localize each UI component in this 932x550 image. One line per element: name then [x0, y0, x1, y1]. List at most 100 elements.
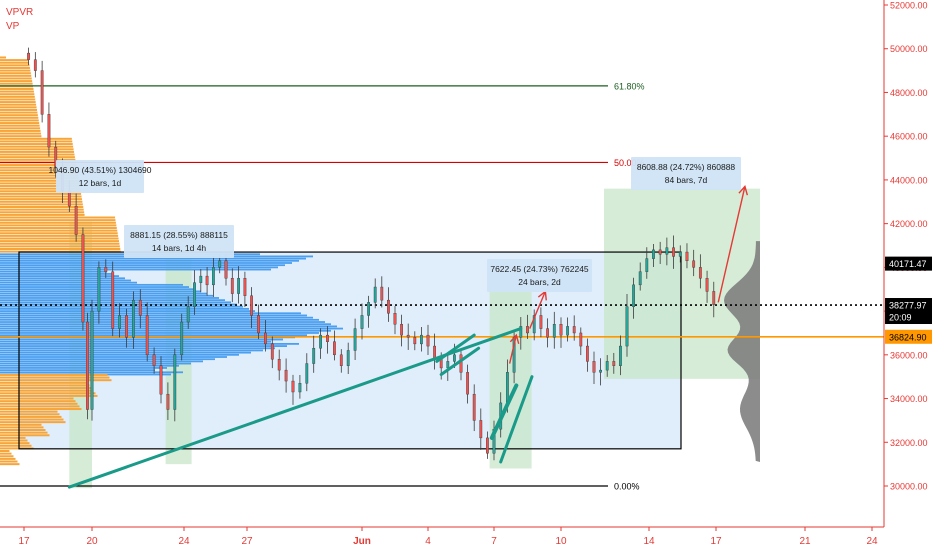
- candle[interactable]: [326, 334, 329, 342]
- candle[interactable]: [420, 334, 423, 345]
- candle[interactable]: [413, 337, 417, 345]
- candle[interactable]: [393, 313, 397, 325]
- candle[interactable]: [586, 345, 589, 362]
- candle[interactable]: [264, 332, 267, 345]
- candle[interactable]: [619, 345, 622, 366]
- candle[interactable]: [173, 354, 177, 410]
- candle[interactable]: [284, 369, 288, 382]
- candle[interactable]: [298, 383, 302, 393]
- candle[interactable]: [152, 354, 156, 366]
- candle[interactable]: [380, 286, 384, 301]
- candle[interactable]: [692, 260, 696, 268]
- measure-label[interactable]: 7622.45 (24.73%) 762245 24 bars, 2d: [487, 259, 592, 292]
- candle[interactable]: [257, 315, 260, 334]
- candle[interactable]: [466, 372, 469, 395]
- candle[interactable]: [353, 328, 357, 351]
- candle[interactable]: [373, 286, 377, 303]
- candle[interactable]: [678, 251, 682, 257]
- trendline[interactable]: [435, 333, 476, 363]
- trendline[interactable]: [489, 383, 519, 440]
- candle[interactable]: [406, 334, 410, 338]
- candle[interactable]: [47, 114, 51, 148]
- candle[interactable]: [546, 328, 550, 338]
- candle[interactable]: [277, 358, 281, 371]
- candle[interactable]: [180, 321, 184, 356]
- candle[interactable]: [612, 361, 616, 366]
- candle[interactable]: [131, 299, 135, 338]
- candle[interactable]: [218, 260, 222, 268]
- candle[interactable]: [658, 249, 662, 255]
- candle[interactable]: [605, 361, 609, 371]
- candle[interactable]: [665, 247, 669, 255]
- candle[interactable]: [205, 275, 209, 286]
- candle[interactable]: [685, 251, 689, 262]
- candle[interactable]: [243, 278, 247, 296]
- candle[interactable]: [166, 393, 170, 410]
- candle[interactable]: [579, 332, 583, 347]
- candle[interactable]: [33, 59, 37, 71]
- projection-arrow[interactable]: [529, 291, 547, 329]
- candle[interactable]: [86, 321, 89, 410]
- candle[interactable]: [305, 363, 309, 384]
- candle[interactable]: [270, 343, 274, 360]
- candle[interactable]: [339, 354, 343, 366]
- candle[interactable]: [211, 267, 215, 286]
- candle[interactable]: [705, 278, 709, 292]
- candle[interactable]: [230, 278, 234, 294]
- measure-label[interactable]: 8881.15 (28.55%) 888115 14 bars, 1d 4h: [124, 225, 234, 258]
- candle[interactable]: [199, 275, 203, 283]
- candle[interactable]: [592, 361, 596, 373]
- candle[interactable]: [250, 295, 253, 316]
- candle[interactable]: [367, 302, 370, 316]
- measure-label[interactable]: 1046.90 (43.51%) 1304690 12 bars, 1d: [48, 160, 152, 193]
- measure-zone-3[interactable]: [489, 289, 532, 469]
- candle[interactable]: [67, 190, 71, 207]
- candle[interactable]: [291, 380, 295, 393]
- candle[interactable]: [645, 258, 649, 272]
- candle[interactable]: [111, 271, 115, 329]
- candle[interactable]: [125, 315, 128, 338]
- projection-arrow[interactable]: [717, 186, 746, 303]
- candle[interactable]: [159, 365, 163, 395]
- candle[interactable]: [486, 437, 489, 454]
- candle[interactable]: [346, 350, 350, 366]
- candle[interactable]: [145, 315, 149, 356]
- candle[interactable]: [632, 284, 636, 307]
- trendline[interactable]: [439, 346, 481, 376]
- candle[interactable]: [519, 326, 523, 338]
- candle[interactable]: [552, 324, 556, 338]
- candle[interactable]: [638, 271, 642, 286]
- candle[interactable]: [81, 234, 85, 323]
- candle[interactable]: [319, 334, 322, 349]
- candle[interactable]: [599, 369, 603, 373]
- candle[interactable]: [186, 306, 190, 323]
- measure-label[interactable]: 8608.88 (24.72%) 860888 84 bars, 7d: [631, 157, 741, 190]
- candle[interactable]: [559, 324, 563, 336]
- candle[interactable]: [387, 299, 390, 314]
- candle[interactable]: [360, 315, 364, 329]
- candle[interactable]: [479, 420, 483, 439]
- trendline[interactable]: [499, 375, 534, 464]
- candle[interactable]: [426, 334, 430, 347]
- candle[interactable]: [104, 267, 108, 272]
- candle[interactable]: [566, 326, 570, 336]
- candle[interactable]: [74, 205, 78, 235]
- candle[interactable]: [193, 282, 196, 307]
- candle[interactable]: [333, 341, 336, 356]
- candle[interactable]: [138, 299, 142, 316]
- candle[interactable]: [712, 291, 716, 305]
- candle[interactable]: [572, 326, 576, 334]
- indicator-vp-label[interactable]: VP: [6, 21, 20, 32]
- candle[interactable]: [453, 354, 456, 362]
- candle[interactable]: [539, 315, 543, 329]
- candle[interactable]: [698, 267, 702, 279]
- candle[interactable]: [625, 306, 629, 347]
- candle[interactable]: [472, 393, 476, 421]
- candle[interactable]: [40, 70, 44, 115]
- candle[interactable]: [224, 260, 228, 279]
- candle[interactable]: [237, 278, 240, 294]
- indicator-vpvr-label[interactable]: VPVR: [6, 7, 34, 18]
- candle[interactable]: [118, 315, 122, 329]
- candle[interactable]: [400, 324, 403, 336]
